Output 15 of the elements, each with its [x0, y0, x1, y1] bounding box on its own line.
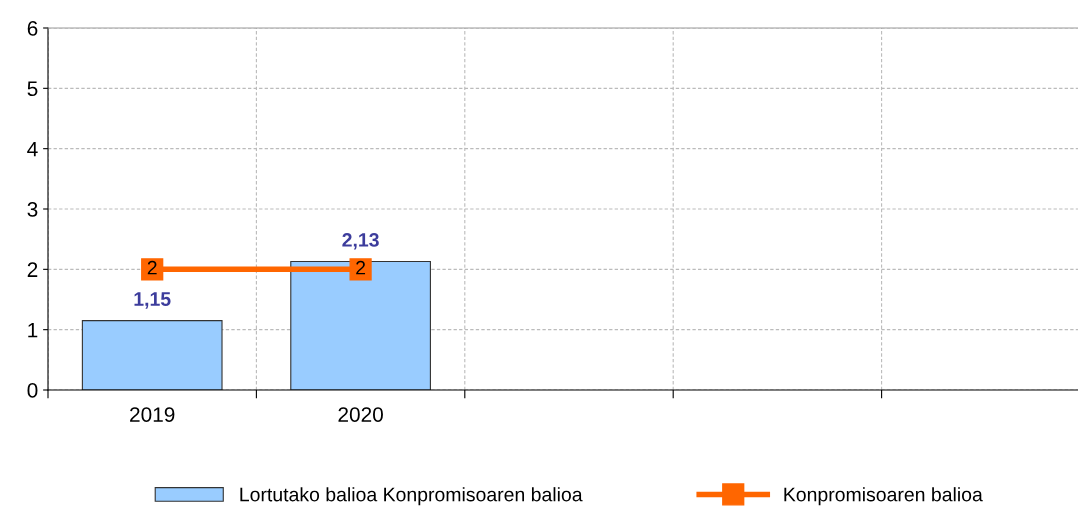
y-tick-label: 2: [27, 262, 38, 277]
y-tick-label: 4: [27, 141, 38, 157]
data-label: 2: [147, 260, 157, 275]
y-tick-label: 0: [27, 383, 38, 398]
legend-label: Konpromisoaren balioa: [784, 487, 983, 506]
data-label: 2,13: [342, 233, 379, 250]
y-tick-label: 6: [27, 21, 38, 36]
x-tick-label: 2020: [338, 407, 383, 422]
legend-label: Lortutako balioa Konpromisoaren balioa: [240, 487, 583, 506]
y-tick-label: 1: [28, 322, 38, 338]
y-tick-label: 3: [27, 202, 38, 217]
data-label: 1,15: [134, 292, 171, 309]
data-label: 2: [356, 260, 366, 275]
y-tick-label: 5: [27, 81, 38, 97]
x-tick-label: 2019: [130, 407, 175, 422]
